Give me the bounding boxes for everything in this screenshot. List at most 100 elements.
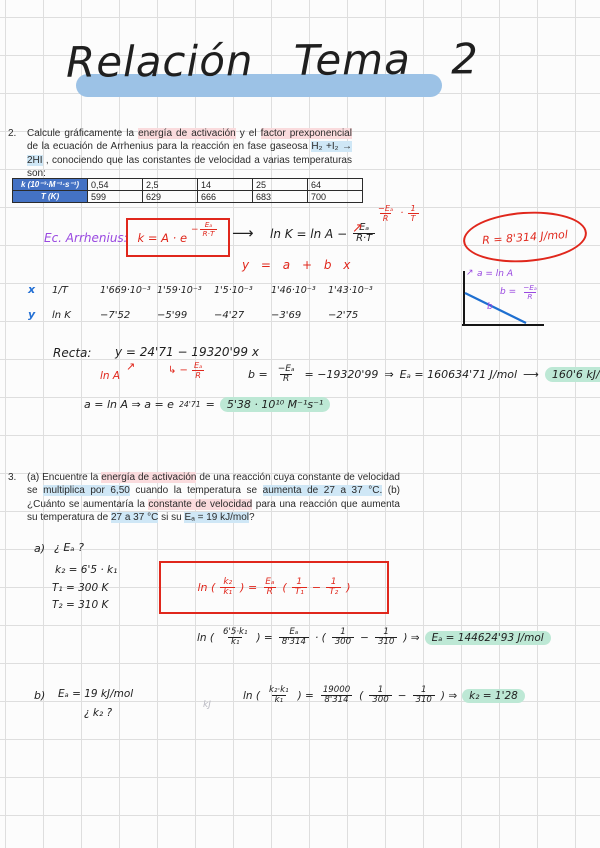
text-segment: Eₐ = 19 kJ/mol <box>184 511 250 523</box>
formula-token: · <box>400 207 404 219</box>
data-value: 1'46·10⁻³ <box>271 285 316 296</box>
arrhenius-formula: k = A · e − Eₐ R·T <box>137 221 219 245</box>
formula-token: k₂ = 1'28 <box>462 688 525 703</box>
formula-token: − <box>360 631 369 644</box>
given-k-ratio: k₂ = 6'5 · k₁ <box>55 564 118 576</box>
text-segment: constante de velocidad <box>148 498 253 510</box>
formula-token: ) = <box>256 631 273 644</box>
formula-token: = <box>205 398 215 411</box>
table-row-t: T (K) 599 629 666 683 700 <box>12 190 363 203</box>
arrhenius-boxed-equation: k = A · e − Eₐ R·T <box>126 218 230 257</box>
slope-under-note: ↳ − Eₐ R <box>168 361 206 379</box>
formula-token: Eₐ R·T <box>353 222 376 245</box>
text-segment: (a) Encuentre la <box>27 472 102 483</box>
text-segment: energía de activación <box>138 128 236 139</box>
formula-token: 1 310 <box>412 685 435 705</box>
title-highlight-bar <box>76 74 442 97</box>
part-a-label: a) <box>34 542 46 555</box>
text-segment: , conociendo que las constantes de veloc… <box>27 154 352 179</box>
data-value: −3'69 <box>271 310 302 321</box>
t-cell: 599 <box>87 190 143 203</box>
k-cell: 0,54 <box>87 178 143 191</box>
problem-2-statement: 2. Calcule gráficamente la energía de ac… <box>8 127 352 180</box>
text-segment: 27 a 37 °C <box>110 511 159 523</box>
problem-3-number: 3. <box>8 472 17 483</box>
graph-axes <box>462 271 544 326</box>
inverse-temperature-row: x 1/T 1'669·10⁻³ 1'59·10⁻³ 1'5·10⁻³ 1'46·10⁻³… <box>28 283 385 296</box>
y-row-values: −7'52 −5'99 −4'27 −3'69 −2'75 <box>100 310 385 321</box>
x-marker: x <box>28 283 36 296</box>
t-cell: 629 <box>142 190 198 203</box>
preexponential-factor-result: a = ln A ⇒ a = e 24'71 = 5'38 · 10¹⁰ M⁻¹s⁻¹ <box>84 397 331 412</box>
text-segment: para una reacción que aumenta su tempera… <box>27 498 400 523</box>
slope-note-arrow-icon: ↗ <box>352 221 363 236</box>
formula-token: −Eₐ R <box>277 364 295 385</box>
given-t2: T₂ = 310 K <box>52 599 109 611</box>
formula-token: 6'5·k₁ k₁ <box>223 627 248 648</box>
formula-token: Eₐ = 160634'71 J/mol <box>399 368 518 382</box>
problem-2-text: Calcule gráficamente la energía de activ… <box>27 127 352 180</box>
data-value: 1'669·10⁻³ <box>100 285 151 296</box>
y-marker: y <box>28 308 36 321</box>
formula-token: ( <box>282 581 287 594</box>
data-value: −5'99 <box>157 310 188 321</box>
linearization-graph: ↗ a = ln A b = −Eₐ R b <box>450 263 580 335</box>
data-value: 1'5·10⁻³ <box>214 285 253 296</box>
part-b-calculation: ln (k₂·k₁ k₁) = 19000 8'314 (1 300−1 310) ⇒ k₂ … <box>243 685 525 706</box>
formula-token: − <box>311 581 322 594</box>
intercept-label: a = ln A <box>477 269 513 279</box>
formula-token: ↳ − <box>168 364 188 376</box>
text-segment: ? <box>249 511 255 523</box>
formula-token: ln ( <box>197 631 215 644</box>
pencil-scribble: kJ <box>203 700 211 710</box>
text-segment: de una reacción cuya constante de veloci… <box>27 472 400 497</box>
formula-token: ln ( <box>197 581 216 594</box>
data-value: 1'59·10⁻³ <box>157 285 202 296</box>
formula-token: 1 T₂ <box>326 577 342 598</box>
formula-token: k₂·k₁ k₁ <box>269 685 289 706</box>
text-segment: y el <box>235 128 261 139</box>
slope-label: b = −Eₐ R <box>500 284 541 300</box>
problem-2-number: 2. <box>8 128 17 139</box>
formula-token: 24'71 <box>178 400 201 409</box>
part-b-given: Eₐ = 19 kJ/mol <box>58 688 134 700</box>
text-segment: de la ecuación de Arrhenius para la reac… <box>27 141 312 153</box>
formula-token: = −19320'99 <box>304 368 379 382</box>
t-cell: 683 <box>252 190 308 203</box>
t-cell: 700 <box>307 190 363 203</box>
intercept-arrow-icon: ↗ <box>466 268 474 278</box>
text-segment: (b) ¿Cuánto se aumentaría la <box>27 485 401 510</box>
formula-token: ) = <box>297 689 314 702</box>
rate-constants-table: k (10⁻³·M⁻¹·s⁻¹) 0,54 2,5 14 25 64 T (K)… <box>12 178 363 203</box>
formula-token: Eₐ = 144624'93 J/mol <box>424 630 551 645</box>
formula-token: b = <box>248 368 268 382</box>
part-b-question: ¿ k₂ ? <box>84 707 113 719</box>
part-a-question: ¿ Eₐ ? <box>54 541 84 554</box>
slope-note: −Eₐ R · 1 T <box>374 204 420 222</box>
part-b-label: b) <box>34 689 46 702</box>
formula-token: ) = <box>240 581 258 594</box>
formula-token: k₂ k₁ <box>220 577 236 598</box>
formula-token: k = A · e <box>137 230 188 245</box>
fitted-line <box>464 292 527 324</box>
formula-token: ln K = ln A − <box>270 226 348 241</box>
formula-token: − Eₐ R·T <box>191 221 218 237</box>
arrow-right-icon: ⟶ <box>232 224 254 242</box>
text-segment: si su <box>158 511 185 523</box>
gas-constant-value: R = 8'314 J/mol <box>481 227 569 247</box>
page-title: Relación Tema 2 <box>66 34 479 97</box>
given-t1: T₁ = 300 K <box>52 582 109 594</box>
formula-token: 1 300 <box>369 685 392 705</box>
text-segment: aumenta de 27 a 37 °C. <box>262 485 383 497</box>
y-row-head: ln K <box>52 310 71 321</box>
k-cell: 25 <box>252 178 308 191</box>
formula-token: 1 T₁ <box>291 577 307 598</box>
data-value: 1'43·10⁻³ <box>328 285 373 296</box>
problem-3-text: (a) Encuentre la energía de activación d… <box>27 471 400 524</box>
formula-token: 1 300 <box>331 627 355 647</box>
linearized-ln-equation: ln K = ln A − Eₐ R·T <box>270 222 376 245</box>
formula-token: −Eₐ R <box>523 283 537 301</box>
gas-constant-circle: R = 8'314 J/mol <box>461 207 589 267</box>
